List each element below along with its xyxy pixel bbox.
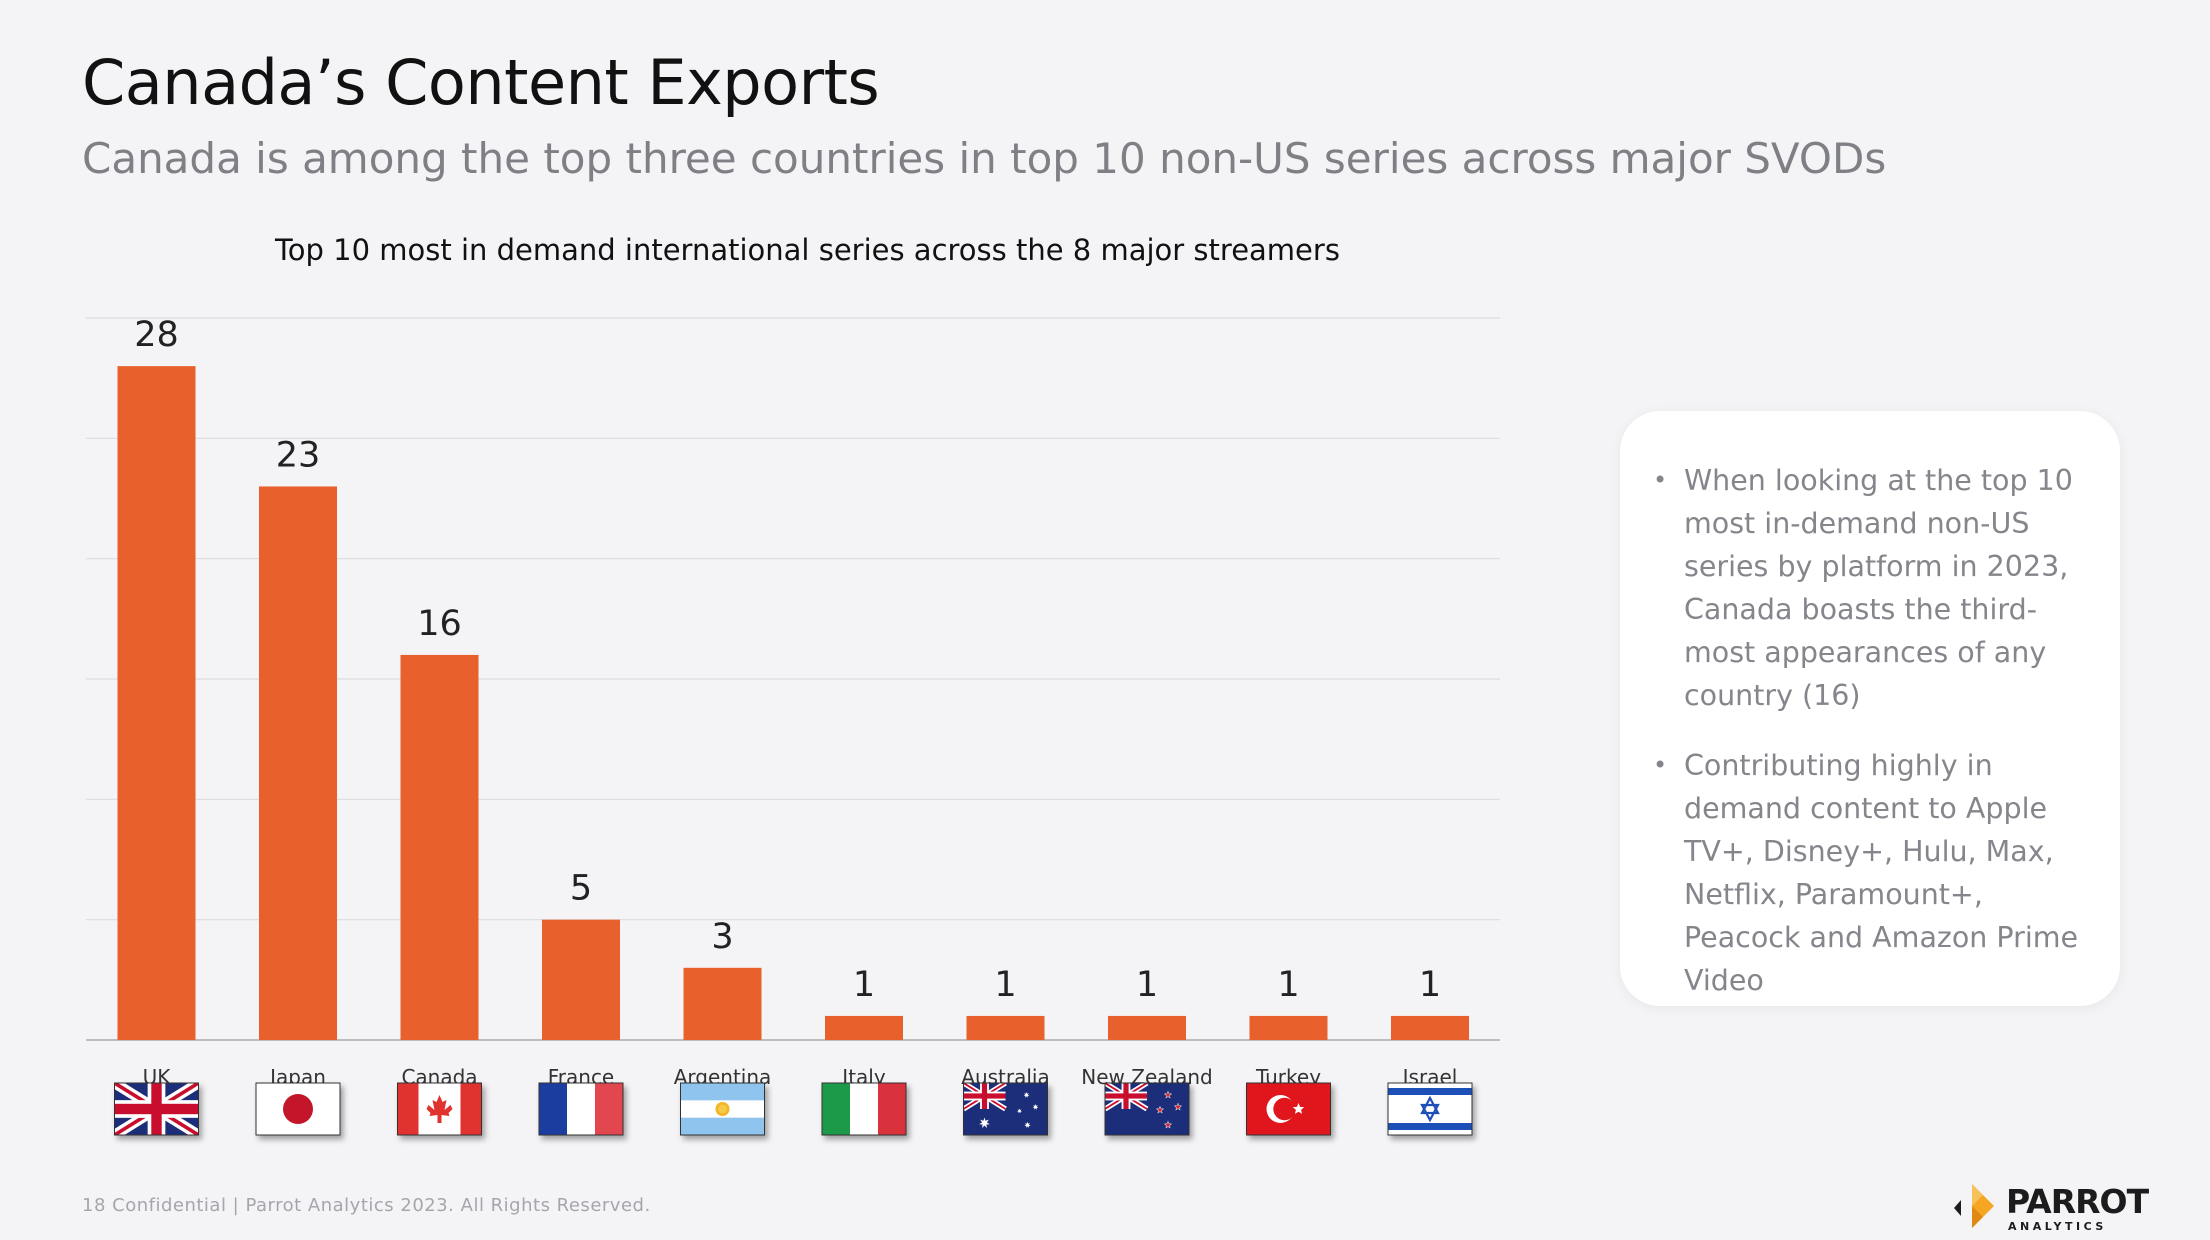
bar-turkey — [1249, 1015, 1328, 1040]
bar-argentina — [683, 967, 762, 1040]
logo-subtext: ANALYTICS — [2008, 1220, 2107, 1233]
australia-flag-icon — [963, 1082, 1048, 1136]
new-zealand-flag-icon — [1104, 1082, 1190, 1136]
data-label: 1 — [994, 965, 1016, 1005]
turkey-flag-icon — [1246, 1082, 1331, 1136]
canada-flag-icon — [397, 1082, 482, 1136]
data-label: 1 — [853, 965, 875, 1005]
logo-wordmark: PARROT — [2006, 1182, 2149, 1221]
data-label: 16 — [417, 604, 462, 644]
insight-item: Contributing highly in demand content to… — [1653, 744, 2094, 1002]
parrot-logo: PARROT ANALYTICS — [1950, 1180, 2149, 1233]
argentina-flag-icon — [680, 1082, 765, 1136]
data-label: 5 — [570, 869, 592, 909]
japan-flag-icon — [255, 1082, 341, 1136]
page-title: Canada’s Content Exports — [82, 46, 880, 119]
bar-japan — [259, 486, 337, 1040]
data-label: 1 — [1277, 965, 1299, 1005]
bar-chart: Top 10 most in demand international seri… — [86, 233, 1500, 1136]
insight-item: When looking at the top 10 most in-deman… — [1653, 459, 2094, 717]
uk-flag-icon — [114, 1082, 199, 1136]
bar-australia — [966, 1015, 1045, 1040]
footer-text: 18 Confidential | Parrot Analytics 2023.… — [82, 1195, 651, 1216]
data-label: 3 — [711, 917, 733, 957]
data-label: 1 — [1136, 965, 1158, 1005]
data-label: 1 — [1419, 965, 1441, 1005]
parrot-logo-icon — [1954, 1184, 1994, 1228]
israel-flag-icon — [1387, 1082, 1473, 1136]
data-label: 23 — [276, 435, 321, 475]
bar-italy — [825, 1015, 903, 1040]
italy-flag-icon — [821, 1082, 907, 1136]
bar-israel — [1391, 1015, 1469, 1040]
bar-france — [542, 919, 620, 1040]
page-subtitle: Canada is among the top three countries … — [82, 134, 1887, 183]
data-label: 28 — [134, 315, 179, 355]
bar-new-zealand — [1108, 1015, 1186, 1040]
insights-list: When looking at the top 10 most in-deman… — [1620, 459, 2094, 1029]
france-flag-icon — [538, 1082, 624, 1136]
chart-title: Top 10 most in demand international seri… — [274, 233, 1340, 267]
bar-canada — [400, 654, 479, 1040]
bar-uk — [117, 366, 196, 1041]
insights-card: When looking at the top 10 most in-deman… — [1620, 411, 2120, 1006]
